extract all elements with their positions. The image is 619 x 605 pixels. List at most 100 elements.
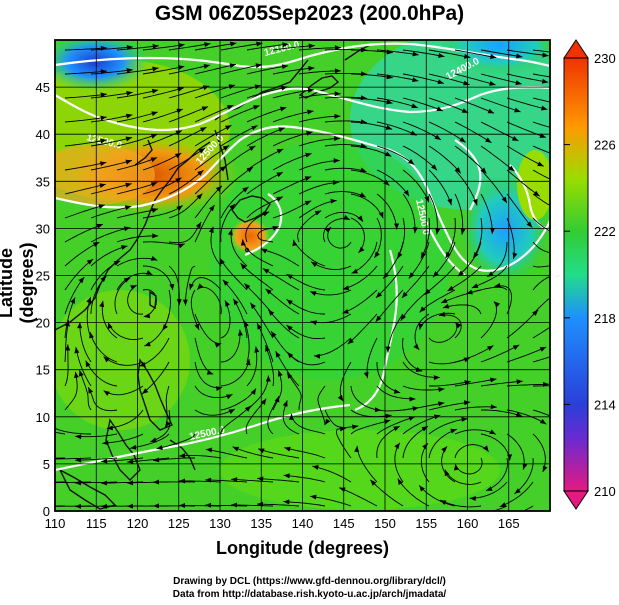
streamline bbox=[142, 44, 185, 51]
streamline bbox=[454, 429, 496, 435]
streamline bbox=[397, 478, 430, 507]
streamline bbox=[506, 73, 549, 83]
streamline bbox=[189, 277, 222, 291]
streamline bbox=[90, 275, 107, 315]
streamline bbox=[454, 193, 464, 235]
flow-arrowhead bbox=[123, 277, 131, 283]
streamline bbox=[257, 448, 300, 459]
flow-arrowhead bbox=[200, 127, 207, 133]
streamline bbox=[506, 433, 525, 470]
streamline bbox=[438, 314, 462, 339]
x-axis-label: Longitude (degrees) bbox=[215, 538, 389, 558]
flow-arrowhead bbox=[542, 381, 549, 387]
flow-arrowhead bbox=[386, 74, 393, 80]
flow-arrowhead bbox=[334, 68, 341, 74]
x-tick-label: 120 bbox=[127, 516, 149, 531]
streamline bbox=[324, 144, 367, 148]
flow-arrowhead bbox=[227, 229, 233, 236]
streamline bbox=[428, 193, 438, 235]
streamline bbox=[419, 289, 456, 313]
flow-arrowhead bbox=[74, 347, 80, 354]
flow-arrowhead bbox=[431, 164, 437, 171]
flow-arrowhead bbox=[86, 296, 92, 304]
flow-arrowhead bbox=[440, 500, 447, 506]
flow-arrowhead bbox=[436, 106, 443, 112]
streamline bbox=[102, 433, 144, 444]
flow-arrowhead bbox=[245, 359, 251, 366]
flow-arrowhead bbox=[255, 63, 262, 69]
flow-arrowhead bbox=[508, 165, 515, 172]
flow-arrowhead bbox=[144, 341, 151, 347]
flow-arrowhead bbox=[437, 79, 444, 85]
flow-arrowhead bbox=[113, 260, 121, 266]
streamline bbox=[376, 416, 416, 435]
flow-arrowhead bbox=[126, 68, 133, 73]
streamline bbox=[324, 191, 367, 198]
flow-arrowhead bbox=[106, 425, 114, 431]
flow-arrowhead bbox=[385, 125, 393, 130]
flow-arrowhead bbox=[489, 54, 497, 59]
streamline bbox=[116, 257, 158, 267]
flow-arrowhead bbox=[494, 282, 501, 288]
y-tick-label: 35 bbox=[36, 174, 50, 189]
streamline bbox=[532, 241, 550, 254]
streamline bbox=[272, 45, 315, 51]
streamline bbox=[144, 313, 170, 347]
flow-arrowhead bbox=[176, 299, 182, 306]
flow-arrowhead bbox=[359, 192, 366, 198]
flow-arrowhead bbox=[385, 413, 392, 419]
streamline bbox=[90, 69, 133, 75]
flow-arrowhead bbox=[88, 387, 94, 394]
streamline bbox=[220, 42, 263, 51]
streamline bbox=[257, 503, 300, 507]
streamline bbox=[298, 93, 341, 99]
colorbar-max-arrow bbox=[563, 39, 589, 59]
flow-arrowhead bbox=[408, 159, 415, 165]
streamline bbox=[369, 479, 404, 507]
flow-arrowhead bbox=[103, 390, 110, 397]
streamline bbox=[106, 409, 144, 429]
flow-arrowhead bbox=[277, 370, 283, 377]
streamline bbox=[342, 289, 378, 314]
streamline bbox=[90, 46, 133, 51]
flow-arrowhead bbox=[23, 480, 29, 485]
flow-arrowhead bbox=[182, 299, 188, 306]
flow-arrowhead bbox=[401, 291, 408, 298]
streamline bbox=[454, 444, 489, 459]
flow-arrowhead bbox=[419, 485, 425, 492]
x-tick-label: 115 bbox=[86, 516, 107, 531]
flow-arrowhead bbox=[228, 409, 235, 415]
flow-arrowhead bbox=[385, 346, 391, 353]
flow-arrowhead bbox=[151, 111, 158, 117]
flow-arrowhead bbox=[539, 347, 547, 352]
flow-arrowhead bbox=[177, 65, 185, 71]
flow-arrowhead bbox=[438, 401, 445, 407]
flow-arrowhead bbox=[442, 303, 450, 309]
streamline bbox=[402, 73, 445, 84]
flow-arrowhead bbox=[463, 80, 470, 86]
flow-arrowhead bbox=[178, 42, 185, 48]
streamline bbox=[90, 136, 133, 147]
streamline bbox=[283, 474, 326, 483]
flow-arrowhead bbox=[308, 43, 315, 49]
flow-arrowhead bbox=[461, 108, 469, 113]
streamline bbox=[444, 469, 482, 485]
flow-arrowhead bbox=[179, 503, 186, 509]
flow-arrowhead bbox=[281, 64, 289, 70]
streamline bbox=[168, 147, 206, 171]
streamline bbox=[64, 371, 78, 411]
flow-arrowhead bbox=[262, 268, 270, 274]
streamline bbox=[90, 227, 131, 243]
streamline bbox=[514, 457, 534, 495]
flow-arrowhead bbox=[256, 41, 263, 47]
flow-arrowhead bbox=[450, 428, 457, 434]
streamline bbox=[350, 49, 393, 54]
streamline bbox=[246, 86, 288, 99]
streamline bbox=[286, 351, 326, 366]
streamline bbox=[472, 217, 483, 259]
streamline bbox=[324, 72, 368, 75]
streamline bbox=[142, 108, 184, 123]
streamline bbox=[55, 481, 65, 483]
flow-arrowhead bbox=[393, 426, 400, 432]
flow-arrowhead bbox=[310, 291, 317, 296]
